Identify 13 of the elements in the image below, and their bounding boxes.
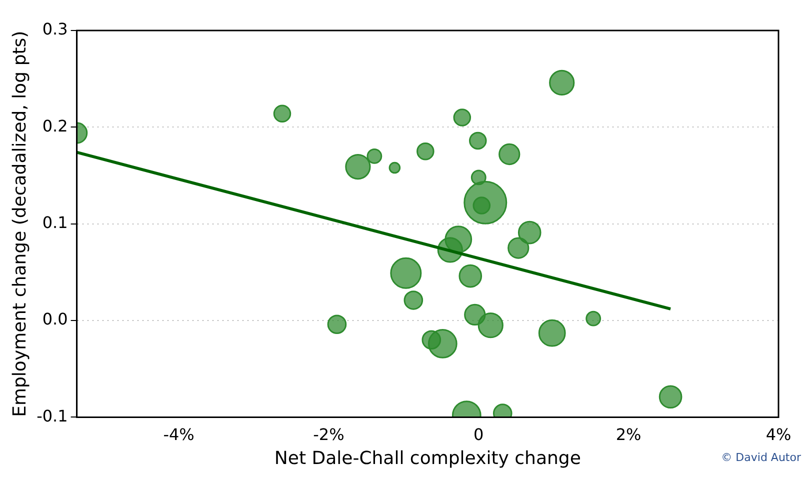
y-tick-label: 0.1 xyxy=(42,213,68,232)
text: © David Autor xyxy=(721,451,801,464)
x-tick-label: -2% xyxy=(313,424,344,444)
x-tick-label: 4% xyxy=(766,424,792,444)
y-axis-title: Employment change (decadalized, log pts) xyxy=(9,30,30,417)
y-tick-label: 0.2 xyxy=(42,116,68,136)
y-tick-label: 0.3 xyxy=(42,20,68,39)
x-tick-label: 2% xyxy=(616,424,642,444)
y-tick-label: 0.0 xyxy=(42,310,68,329)
x-tick-label: 0 xyxy=(474,424,484,444)
y-tick-label: -0.1 xyxy=(36,406,68,426)
x-tick-label: -4% xyxy=(163,424,194,444)
x-axis-title: Net Dale-Chall complexity change xyxy=(274,448,581,469)
